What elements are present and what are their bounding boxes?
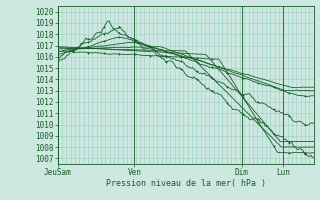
X-axis label: Pression niveau de la mer( hPa ): Pression niveau de la mer( hPa ): [106, 179, 266, 188]
